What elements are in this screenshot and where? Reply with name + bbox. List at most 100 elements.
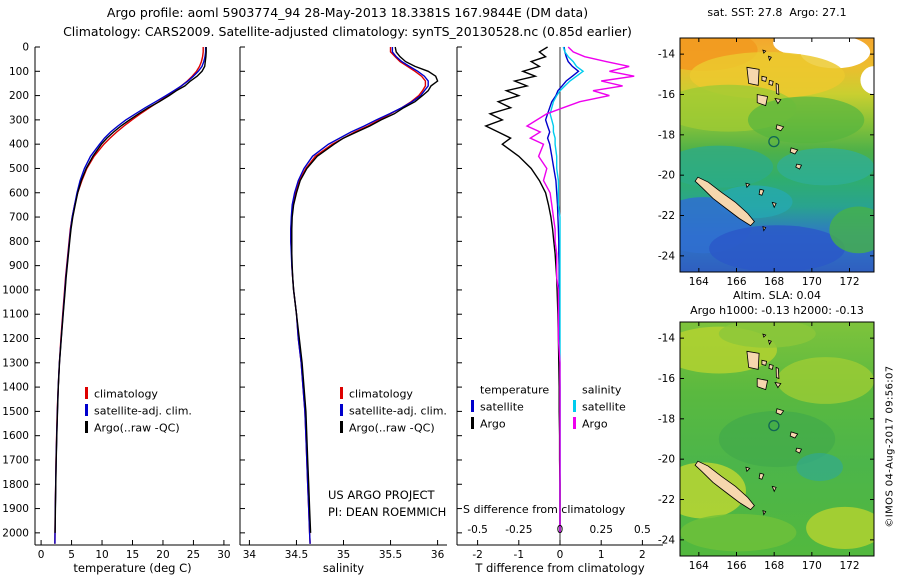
y-tick-label: 1400: [2, 382, 29, 394]
watermark: ©IMOS 04-Aug-2017 09:56:07: [884, 365, 896, 528]
island-outline: [756, 94, 769, 107]
y-tick-label: 1000: [2, 284, 29, 296]
island-outline: [775, 366, 780, 380]
t-difference-axis-label: T difference from climatology: [475, 561, 645, 575]
y-tick-label: -24: [658, 250, 675, 262]
y-tick-label: -20: [658, 454, 675, 466]
profile-line-satellite-adj-clim-: [290, 47, 429, 544]
y-tick-label: -22: [658, 210, 675, 222]
legend-swatch: [340, 387, 343, 399]
island-outline: [762, 225, 767, 232]
x-tick-label: 30: [217, 549, 230, 561]
annotation: PI: DEAN ROEMMICH: [328, 505, 446, 519]
x-tick-label: 1: [598, 549, 605, 561]
x-tick-label: 25: [187, 549, 200, 561]
x-tick-label: 172: [839, 560, 859, 572]
x-tick-label: -2: [472, 549, 482, 561]
y-tick-label: 1100: [2, 309, 29, 321]
x-tick-label: 0: [557, 549, 564, 561]
field-blob: [860, 66, 874, 95]
y-tick-label: 500: [9, 163, 29, 175]
legend-swatch: [573, 417, 576, 429]
profile-line-argo-raw-qc-: [291, 46, 439, 533]
sst-map-field: [680, 38, 874, 272]
x-tick-label: 15: [126, 549, 139, 561]
y-tick-label: -14: [658, 49, 675, 61]
island-outline: [746, 66, 760, 86]
legend-swatch: [471, 400, 474, 412]
y-tick-label: 400: [9, 139, 29, 151]
sst-map-title: sat. SST: 27.8 Argo: 27.1: [707, 6, 847, 19]
sla-map-subtitle: Argo h1000: -0.13 h2000: -0.13: [690, 304, 864, 317]
island-outline: [775, 82, 780, 96]
x-tick-label: 34: [243, 549, 257, 561]
sst-map-border: [679, 37, 875, 273]
field-blob: [747, 96, 865, 144]
field-blob: [680, 513, 797, 552]
figure-subtitle: Climatology: CARS2009. Satellite-adjuste…: [63, 24, 632, 39]
x-tick-label: 170: [802, 560, 822, 572]
legend-swatch: [85, 404, 88, 416]
y-tick-label: 1700: [2, 454, 29, 466]
legend-label: climatology: [349, 388, 413, 401]
legend-label: Argo(..raw -QC): [349, 422, 435, 435]
x-tick-label: 166: [726, 276, 746, 288]
island-outline: [745, 466, 751, 473]
profile-line-t-diff-argo: [484, 46, 561, 533]
sla-map-field: [680, 322, 874, 556]
island-outline: [768, 79, 774, 86]
island-outline: [758, 472, 765, 480]
salinity-profile-panel: 34 34.5 35 35.5 36 climatology satellite-adj. …: [239, 46, 447, 561]
legend-label: Argo: [582, 418, 608, 431]
legend-label: satellite: [582, 401, 626, 414]
y-tick-label: -18: [658, 413, 675, 425]
island-outline: [795, 163, 803, 170]
x-tick-label: 36: [431, 549, 445, 561]
y-tick-label: 900: [9, 260, 29, 272]
s-axis-tick-label: -0.5: [467, 524, 488, 536]
island-outline: [775, 124, 785, 132]
profile-line-argo-raw-qc-: [54, 47, 207, 533]
y-tick-label: -22: [658, 494, 675, 506]
sla-map-border: [679, 321, 875, 557]
x-tick-label: 168: [764, 560, 784, 572]
s-axis-tick-label: -0.25: [505, 524, 532, 536]
legend-swatch: [340, 421, 343, 433]
island-outline: [762, 333, 767, 338]
island-outline: [761, 359, 768, 366]
y-tick-label: 100: [9, 66, 29, 78]
island-outline: [771, 201, 777, 209]
x-tick-label: 35.5: [379, 549, 402, 561]
sla-map-title: Altim. SLA: 0.04: [732, 289, 822, 302]
x-tick-label: 164: [689, 276, 709, 288]
x-tick-label: 0: [38, 549, 45, 561]
field-blob: [773, 38, 820, 55]
y-tick-label: 1600: [2, 430, 29, 442]
s-axis-tick-label: 0.5: [634, 524, 651, 536]
legend-swatch: [85, 387, 88, 399]
y-tick-label: 2000: [2, 527, 29, 539]
profile-line-climatology: [290, 47, 427, 544]
y-tick-label: -14: [658, 333, 675, 345]
y-tick-label: -20: [658, 170, 675, 182]
y-tick-label: 0: [22, 42, 29, 54]
island-outline: [789, 147, 799, 155]
legend-swatch: [573, 400, 576, 412]
y-tick-label: -16: [658, 89, 675, 101]
island-outline: [761, 75, 768, 82]
field-blob: [777, 147, 874, 186]
float-position-marker: [768, 135, 780, 148]
x-tick-label: 166: [726, 560, 746, 572]
island-outline: [775, 408, 785, 416]
legend-label: satellite-adj. clim.: [94, 405, 192, 418]
s-axis-tick-label: 0: [557, 524, 564, 536]
field-blob: [680, 145, 774, 188]
legend-label: Argo(..raw -QC): [94, 422, 180, 435]
x-tick-label: 170: [802, 276, 822, 288]
legend-label: satellite-adj. clim.: [349, 405, 447, 418]
x-tick-label: 10: [95, 549, 108, 561]
x-tick-label: 34.5: [285, 549, 308, 561]
island-outline: [774, 381, 782, 389]
y-tick-label: -16: [658, 373, 675, 385]
